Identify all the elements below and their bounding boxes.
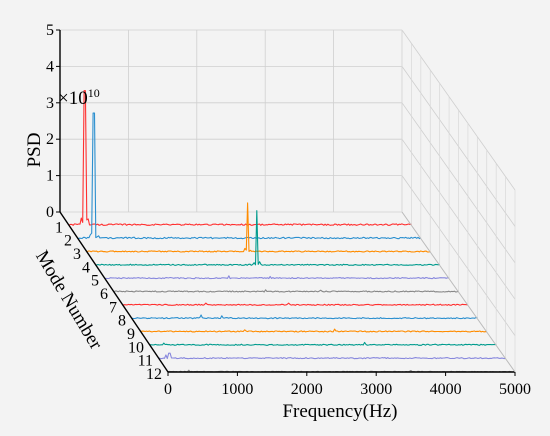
axis-frame bbox=[59, 30, 516, 373]
series-line-mode-3 bbox=[86, 202, 431, 253]
z-axis-multiplier-base: ×10 bbox=[58, 88, 88, 109]
series-line-mode-7 bbox=[122, 302, 469, 306]
series-line-mode-9 bbox=[140, 328, 487, 333]
series-line-mode-2 bbox=[77, 112, 422, 240]
series-line-mode-4 bbox=[95, 210, 440, 266]
x-tick-label: 1000 bbox=[221, 381, 253, 398]
series-layer bbox=[68, 90, 516, 373]
y-tick-label: 2 bbox=[64, 233, 72, 250]
x-tick-label: 3000 bbox=[360, 381, 392, 398]
x-tick-label: 4000 bbox=[430, 381, 462, 398]
floor-edge bbox=[401, 211, 516, 373]
grid bbox=[59, 29, 516, 373]
series-line-mode-1 bbox=[68, 90, 412, 226]
series-line-mode-6 bbox=[113, 289, 459, 293]
x-tick-label: 5000 bbox=[499, 381, 531, 398]
x-axis-title: Frequency(Hz) bbox=[282, 401, 397, 422]
series-line-mode-11 bbox=[158, 352, 506, 360]
y-axis-line bbox=[59, 211, 169, 373]
y-tick-label: 9 bbox=[127, 326, 135, 343]
y-tick-label: 4 bbox=[82, 259, 90, 276]
series-line-mode-8 bbox=[131, 314, 478, 320]
y-tick-label: 3 bbox=[73, 246, 81, 263]
y-tick-label: 8 bbox=[118, 313, 126, 330]
series-line-mode-10 bbox=[149, 341, 497, 346]
series-line-mode-5 bbox=[104, 275, 450, 280]
z-tick-label: 0 bbox=[46, 204, 54, 221]
y-tick-label: 6 bbox=[100, 286, 108, 303]
y-tick-label: 1 bbox=[55, 219, 63, 236]
y-tick-label: 12 bbox=[146, 366, 162, 383]
y-tick-label: 10 bbox=[128, 339, 144, 356]
z-tick-label: 2 bbox=[46, 131, 54, 148]
y-axis-title: Mode Number bbox=[31, 247, 107, 354]
x-tick-label: 2000 bbox=[291, 381, 323, 398]
y-tick-label: 5 bbox=[91, 273, 99, 290]
z-axis-multiplier-exponent: 10 bbox=[88, 86, 100, 100]
z-tick-label: 3 bbox=[46, 95, 54, 112]
y-tick-label: 7 bbox=[109, 299, 117, 316]
z-tick-label: 5 bbox=[46, 22, 54, 39]
y-tick-label: 11 bbox=[138, 353, 153, 370]
z-axis-multiplier: ×1010 bbox=[58, 86, 100, 109]
z-tick-label: 1 bbox=[46, 168, 54, 185]
x-tick-label: 0 bbox=[164, 381, 172, 398]
z-tick-label: 4 bbox=[46, 58, 54, 75]
z-axis-title: PSD bbox=[24, 133, 45, 168]
